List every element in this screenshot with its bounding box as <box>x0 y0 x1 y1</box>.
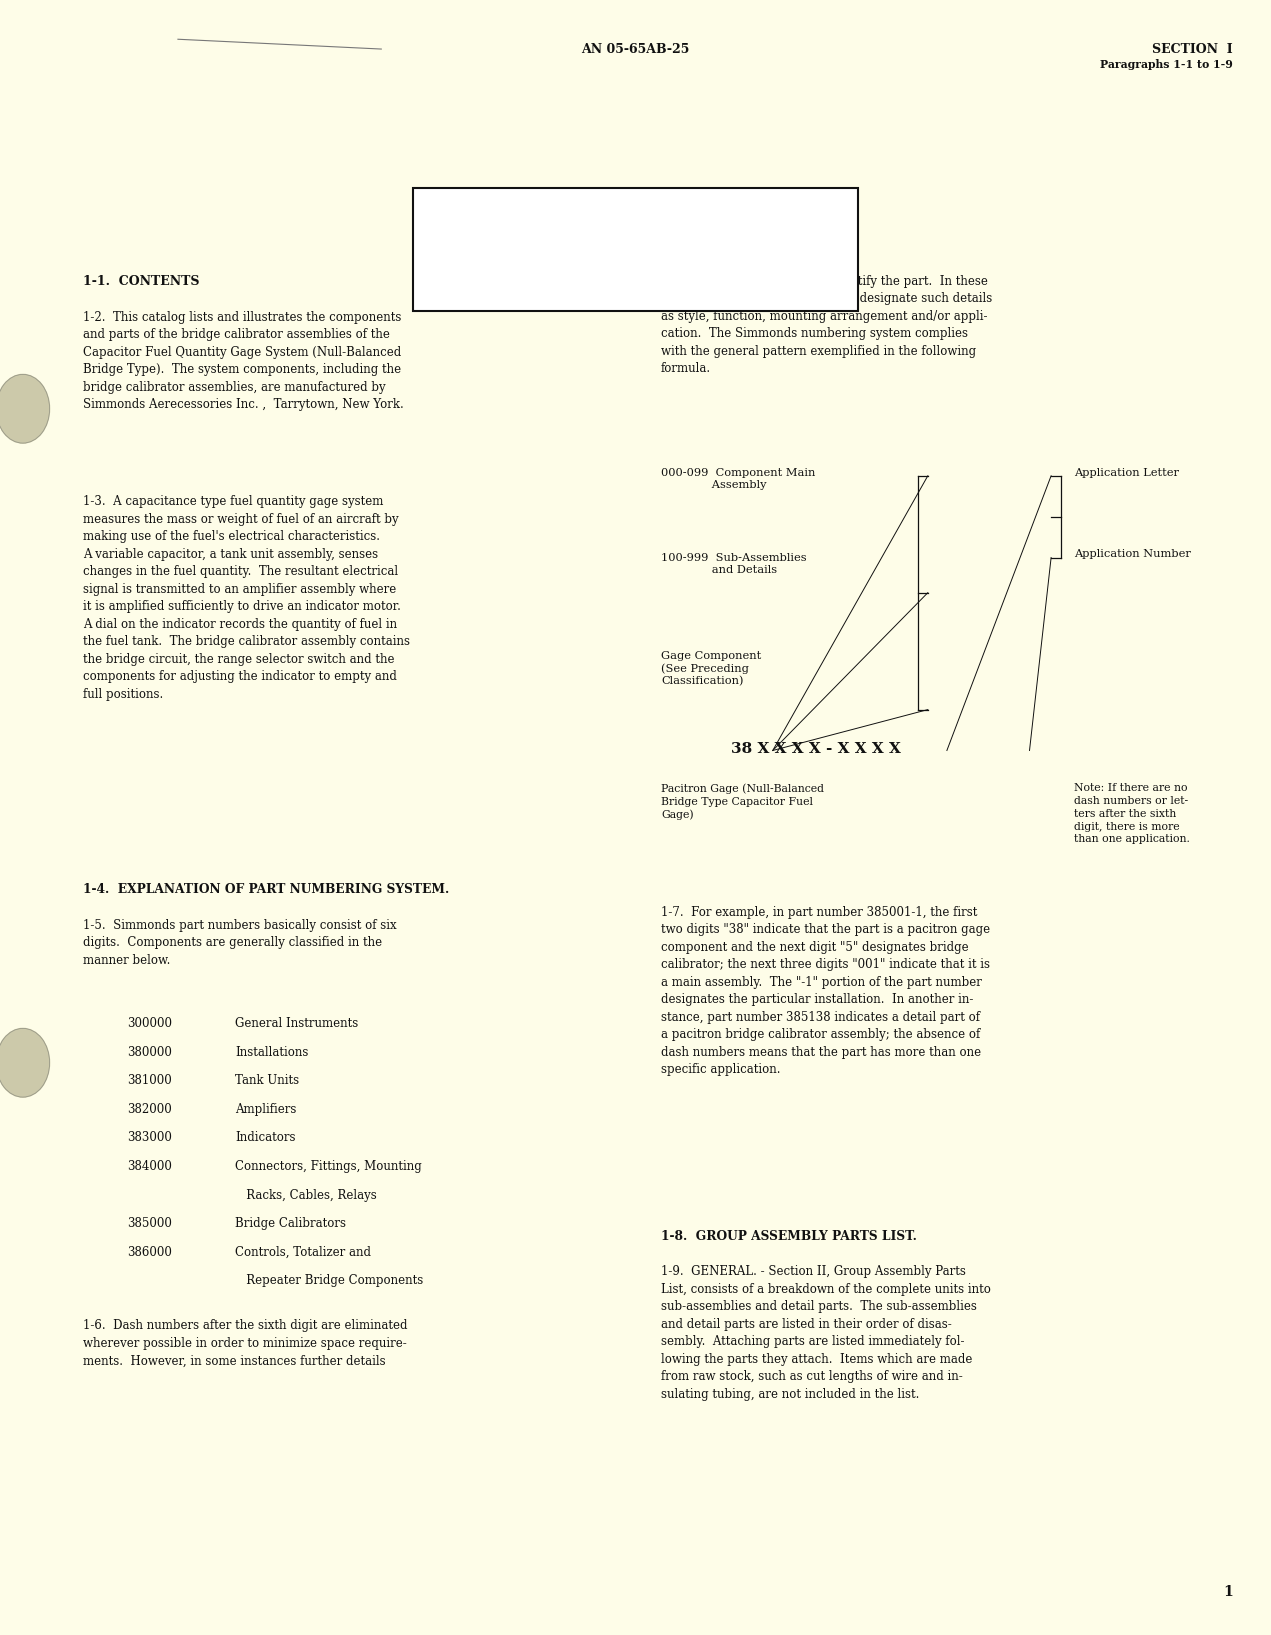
Text: Repeater Bridge Components: Repeater Bridge Components <box>235 1275 423 1287</box>
Text: Paragraphs 1-1 to 1-9: Paragraphs 1-1 to 1-9 <box>1101 59 1233 70</box>
Text: 1-9.  GENERAL. - Section II, Group Assembly Parts
List, consists of a breakdown : 1-9. GENERAL. - Section II, Group Assemb… <box>661 1265 991 1401</box>
Text: Application Number: Application Number <box>1074 549 1191 559</box>
Text: Amplifiers: Amplifiers <box>235 1104 296 1115</box>
Circle shape <box>0 1028 50 1097</box>
Text: 380000: 380000 <box>127 1046 172 1058</box>
Text: 300000: 300000 <box>127 1017 172 1030</box>
Text: 1-1.  CONTENTS: 1-1. CONTENTS <box>83 275 200 288</box>
Text: 385000: 385000 <box>127 1218 172 1230</box>
Text: 1-5.  Simmonds part numbers basically consist of six
digits.  Components are gen: 1-5. Simmonds part numbers basically con… <box>83 919 397 966</box>
Text: 386000: 386000 <box>127 1246 172 1259</box>
Text: 384000: 384000 <box>127 1161 172 1172</box>
Text: Application Letter: Application Letter <box>1074 468 1179 477</box>
Text: 1-3.  A capacitance type fuel quantity gage system
measures the mass or weight o: 1-3. A capacitance type fuel quantity ga… <box>83 495 409 701</box>
Text: Bridge Calibrators: Bridge Calibrators <box>235 1218 346 1230</box>
FancyBboxPatch shape <box>413 188 858 311</box>
Text: General Instruments: General Instruments <box>235 1017 358 1030</box>
Text: Pacitron Gage (Null-Balanced
Bridge Type Capacitor Fuel
Gage): Pacitron Gage (Null-Balanced Bridge Type… <box>661 783 824 821</box>
Text: are necessary to completely identify the part.  In these
cases, dash numbers are: are necessary to completely identify the… <box>661 275 993 374</box>
Text: SECTION  I: SECTION I <box>586 209 685 224</box>
Text: 1-8.  GROUP ASSEMBLY PARTS LIST.: 1-8. GROUP ASSEMBLY PARTS LIST. <box>661 1230 916 1243</box>
Text: 381000: 381000 <box>127 1074 172 1087</box>
Text: 1: 1 <box>1223 1584 1233 1599</box>
Text: AN 05-65AB-25: AN 05-65AB-25 <box>581 43 690 56</box>
Text: Note: If there are no
dash numbers or let-
ters after the sixth
digit, there is : Note: If there are no dash numbers or le… <box>1074 783 1190 844</box>
Text: 1-7.  For example, in part number 385001-1, the first
two digits "38" indicate t: 1-7. For example, in part number 385001-… <box>661 906 990 1076</box>
Text: Tank Units: Tank Units <box>235 1074 299 1087</box>
Text: Controls, Totalizer and: Controls, Totalizer and <box>235 1246 371 1259</box>
Text: INTRODUCTION: INTRODUCTION <box>564 258 707 273</box>
Text: Gage Component
(See Preceding
Classification): Gage Component (See Preceding Classifica… <box>661 651 761 687</box>
Text: SECTION  I: SECTION I <box>1153 43 1233 56</box>
Text: Connectors, Fittings, Mounting: Connectors, Fittings, Mounting <box>235 1161 422 1172</box>
Text: 383000: 383000 <box>127 1131 172 1144</box>
Text: 000-099  Component Main
              Assembly: 000-099 Component Main Assembly <box>661 468 815 490</box>
Text: 1-6.  Dash numbers after the sixth digit are eliminated
wherever possible in ord: 1-6. Dash numbers after the sixth digit … <box>83 1319 407 1367</box>
Text: Installations: Installations <box>235 1046 309 1058</box>
Circle shape <box>0 374 50 443</box>
Text: Racks, Cables, Relays: Racks, Cables, Relays <box>235 1189 377 1202</box>
Text: 38 X X X X - X X X X: 38 X X X X - X X X X <box>731 742 901 757</box>
Text: 382000: 382000 <box>127 1104 172 1115</box>
Text: 1-4.  EXPLANATION OF PART NUMBERING SYSTEM.: 1-4. EXPLANATION OF PART NUMBERING SYSTE… <box>83 883 449 896</box>
Text: 100-999  Sub-Assemblies
              and Details: 100-999 Sub-Assemblies and Details <box>661 553 807 576</box>
Text: Indicators: Indicators <box>235 1131 296 1144</box>
Text: 1-2.  This catalog lists and illustrates the components
and parts of the bridge : 1-2. This catalog lists and illustrates … <box>83 311 403 410</box>
